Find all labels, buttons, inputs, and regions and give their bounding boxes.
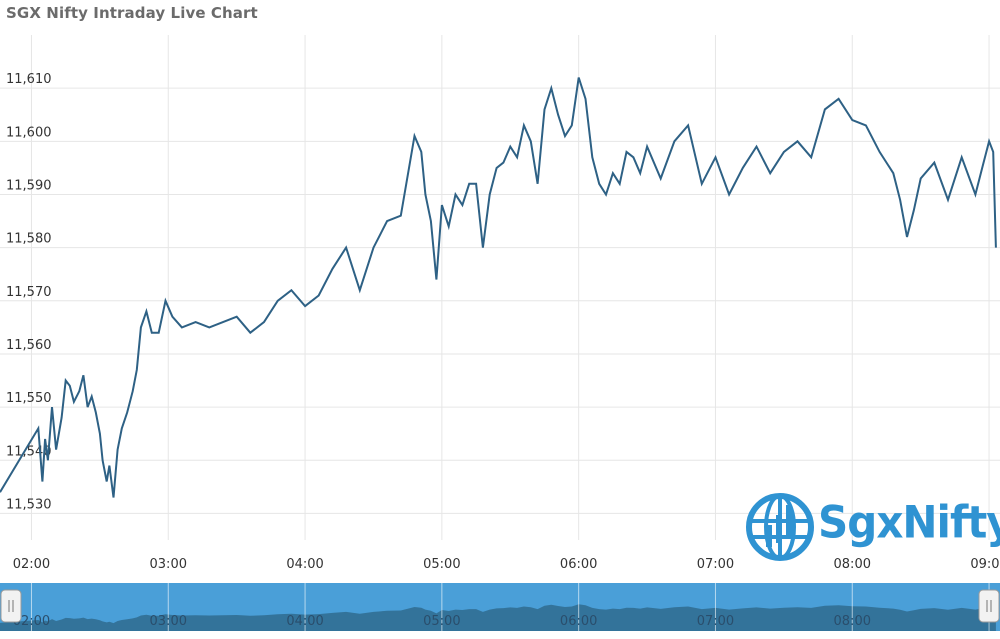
navigator-tick-label: 02:00 bbox=[13, 614, 50, 629]
navigator-left-handle[interactable] bbox=[0, 589, 22, 623]
navigator-tick-label: 07:00 bbox=[697, 614, 734, 629]
x-gridlines bbox=[30, 35, 990, 540]
y-tick-label: 11,550 bbox=[6, 391, 52, 406]
navigator-tick-label: 08:00 bbox=[834, 614, 871, 629]
x-tick-label: 08:00 bbox=[834, 557, 871, 572]
y-gridlines bbox=[0, 87, 1000, 514]
navigator-tick-label: 04:00 bbox=[286, 614, 323, 629]
navigator[interactable]: 02:00 03:00 04:00 05:00 06:00 07:00 08:00 bbox=[0, 583, 1000, 631]
logo-text: SgxNifty bbox=[818, 496, 1000, 549]
x-axis-labels: 02:00 03:00 04:00 05:00 06:00 07:00 08:00 09:00 bbox=[13, 557, 1000, 572]
navigator-tick-label: 03:00 bbox=[150, 614, 187, 629]
navigator-series bbox=[0, 604, 996, 631]
globe-logo-icon bbox=[746, 493, 814, 561]
chart-title: SGX Nifty Intraday Live Chart bbox=[6, 4, 258, 22]
x-tick-label: 03:00 bbox=[150, 557, 187, 572]
x-tick-label: 07:00 bbox=[697, 557, 734, 572]
x-tick-label: 02:00 bbox=[13, 557, 50, 572]
y-tick-label: 11,590 bbox=[6, 178, 52, 193]
y-tick-label: 11,530 bbox=[6, 497, 52, 512]
navigator-tick-label: 05:00 bbox=[423, 614, 460, 629]
x-tick-label: 04:00 bbox=[286, 557, 323, 572]
x-tick-label: 09:00 bbox=[970, 557, 1000, 572]
y-tick-label: 11,580 bbox=[6, 232, 52, 247]
y-tick-label: 11,560 bbox=[6, 338, 52, 353]
navigator-labels: 02:00 03:00 04:00 05:00 06:00 07:00 08:00 bbox=[13, 614, 871, 629]
y-tick-label: 11,570 bbox=[6, 285, 52, 300]
navigator-right-handle[interactable] bbox=[978, 589, 1000, 623]
y-tick-label: 11,600 bbox=[6, 125, 52, 140]
navigator-tick-label: 06:00 bbox=[560, 614, 597, 629]
series-line bbox=[0, 77, 997, 498]
y-tick-label: 11,610 bbox=[6, 72, 52, 87]
x-tick-label: 06:00 bbox=[560, 557, 597, 572]
x-tick-label: 05:00 bbox=[423, 557, 460, 572]
